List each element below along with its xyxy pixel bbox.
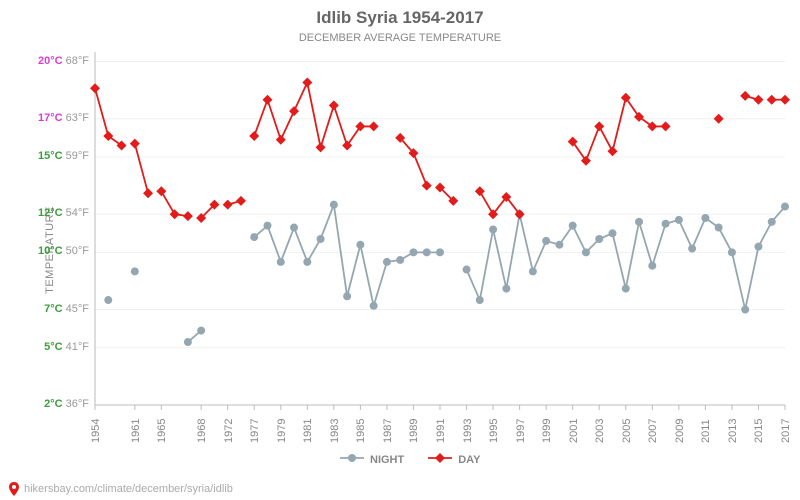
y-tick-label: 15°C 59°F xyxy=(38,150,89,162)
x-tick-label: 2005 xyxy=(621,419,633,443)
x-tick-label: 2015 xyxy=(753,419,765,443)
x-tick-label: 2013 xyxy=(727,419,739,443)
x-tick-label: 1972 xyxy=(223,419,235,443)
x-tick-label: 1983 xyxy=(329,419,341,443)
x-tick-label: 1999 xyxy=(541,419,553,443)
x-tick-label: 2007 xyxy=(647,419,659,443)
x-tick-label: 2011 xyxy=(700,419,712,443)
x-tick-label: 2003 xyxy=(594,419,606,443)
x-tick-label: 2001 xyxy=(568,419,580,443)
x-tick-label: 1995 xyxy=(488,419,500,443)
chart-container: Idlib Syria 1954-2017 DECEMBER AVERAGE T… xyxy=(0,0,800,500)
legend-item-night[interactable]: NIGHT xyxy=(340,452,404,467)
x-tick-label: 1954 xyxy=(90,419,102,443)
source-url-text: hikersbay.com/climate/december/syria/idl… xyxy=(24,483,233,495)
chart-legend: NIGHT DAY xyxy=(340,452,480,467)
x-tick-label: 1991 xyxy=(435,419,447,443)
night-swatch-icon xyxy=(340,452,364,467)
x-tick-label: 1985 xyxy=(355,419,367,443)
x-tick-label: 1961 xyxy=(130,419,142,443)
x-tick-label: 1968 xyxy=(196,419,208,443)
legend-item-day[interactable]: DAY xyxy=(428,452,480,467)
x-tick-label: 1981 xyxy=(302,419,314,443)
x-tick-label: 1993 xyxy=(462,419,474,443)
x-tick-label: 2017 xyxy=(780,419,792,443)
x-tick-label: 1977 xyxy=(249,419,261,443)
x-tick-label: 1989 xyxy=(408,419,420,443)
map-pin-icon xyxy=(8,482,20,496)
legend-label: NIGHT xyxy=(370,454,404,466)
x-tick-label: 1997 xyxy=(515,419,527,443)
source-line: hikersbay.com/climate/december/syria/idl… xyxy=(8,482,233,496)
y-tick-label: 20°C 68°F xyxy=(38,55,89,67)
x-tick-label: 2009 xyxy=(674,419,686,443)
y-tick-label: 17°C 63°F xyxy=(38,112,89,124)
x-tick-label: 1965 xyxy=(156,419,168,443)
y-tick-label: 10°C 50°F xyxy=(38,245,89,257)
y-tick-label: 7°C 45°F xyxy=(44,303,89,315)
x-tick-label: 1979 xyxy=(276,419,288,443)
y-tick-label: 5°C 41°F xyxy=(44,341,89,353)
y-tick-label: 2°C 36°F xyxy=(44,398,89,410)
legend-label: DAY xyxy=(458,454,480,466)
day-swatch-icon xyxy=(428,452,452,467)
y-tick-label: 12°C 54°F xyxy=(38,207,89,219)
x-tick-label: 1987 xyxy=(382,419,394,443)
